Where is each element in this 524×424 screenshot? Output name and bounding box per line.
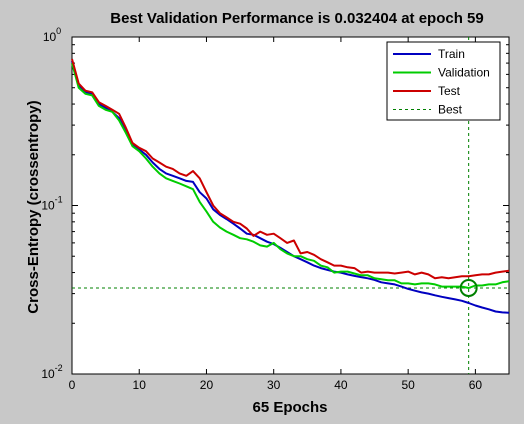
chart-title: Best Validation Performance is 0.032404 …	[110, 10, 484, 27]
y-tick-label: 10-1	[41, 195, 62, 213]
x-tick-label: 60	[469, 378, 483, 392]
series-line-test	[71, 58, 510, 280]
series-line-validation	[71, 62, 510, 289]
x-tick-label: 30	[267, 378, 281, 392]
legend-label-validation: Validation	[438, 66, 490, 80]
x-axis-label: 65 Epochs	[252, 399, 327, 416]
y-tick-label: 10-2	[41, 363, 62, 381]
x-tick-label: 0	[69, 378, 76, 392]
x-tick-label: 20	[200, 378, 214, 392]
x-tick-label: 10	[133, 378, 147, 392]
legend-label-train: Train	[438, 47, 465, 61]
y-tick-label: 100	[43, 26, 61, 44]
y-axis-label: Cross-Entropy (crossentropy)	[25, 100, 42, 313]
x-tick-label: 50	[401, 378, 415, 392]
legend-label-test: Test	[438, 84, 461, 98]
legend: Train Validation Test Best	[386, 41, 501, 121]
x-tick-label: 40	[334, 378, 348, 392]
legend-label-best: Best	[438, 103, 463, 117]
best-point-marker	[459, 278, 478, 297]
